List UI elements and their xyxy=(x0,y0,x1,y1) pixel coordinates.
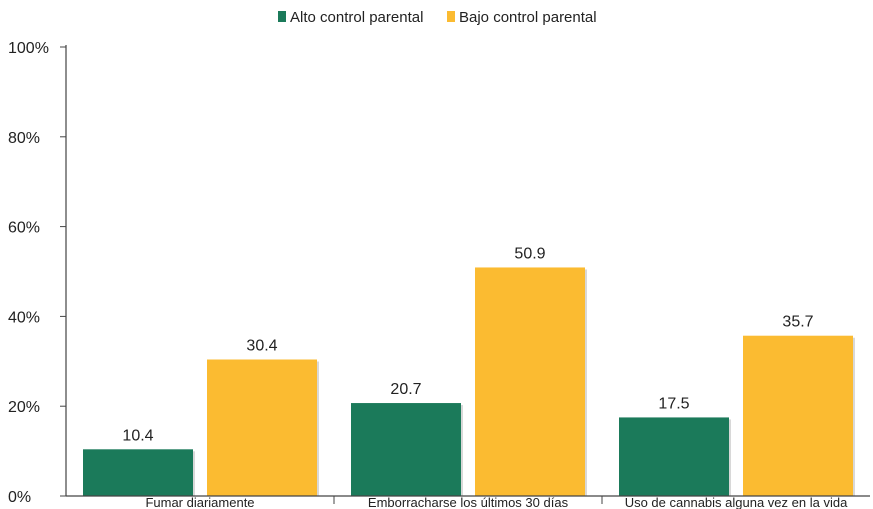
bar xyxy=(351,403,461,496)
bar xyxy=(207,359,317,496)
y-tick-label: 100% xyxy=(8,40,49,57)
bar xyxy=(619,417,729,496)
axes xyxy=(65,45,870,497)
data-label: 10.4 xyxy=(122,427,153,444)
y-tick-label: 0% xyxy=(8,489,31,506)
y-tick-label: 40% xyxy=(8,309,40,326)
bars xyxy=(83,267,855,496)
category-label: Fumar diariamente xyxy=(145,495,254,509)
bar xyxy=(475,267,585,496)
bar xyxy=(743,335,853,496)
legend-label-bajo: Bajo control parental xyxy=(459,9,597,26)
legend-label-alto: Alto control parental xyxy=(290,9,423,26)
data-label: 17.5 xyxy=(658,395,689,412)
bar xyxy=(83,449,193,496)
data-labels: 10.4 30.4 20.7 50.9 17.5 35.7 xyxy=(122,245,813,444)
y-tick-label: 60% xyxy=(8,220,40,237)
category-label: Uso de cannabis alguna vez en la vida xyxy=(625,495,848,509)
data-label: 30.4 xyxy=(246,338,277,355)
legend: Alto control parental Bajo control paren… xyxy=(278,9,597,26)
data-label: 50.9 xyxy=(514,245,545,262)
category-labels: Fumar diariamente Emborracharse los últim… xyxy=(145,495,848,509)
y-tick-label: 20% xyxy=(8,399,40,416)
y-axis-ticks: 0% 20% 40% 60% 80% 100% xyxy=(8,40,66,506)
legend-swatch-bajo xyxy=(447,11,455,22)
category-label: Emborracharse los últimos 30 días xyxy=(368,495,569,509)
data-label: 20.7 xyxy=(390,381,421,398)
y-tick-label: 80% xyxy=(8,130,40,147)
legend-swatch-alto xyxy=(278,11,286,22)
data-label: 35.7 xyxy=(782,314,813,331)
